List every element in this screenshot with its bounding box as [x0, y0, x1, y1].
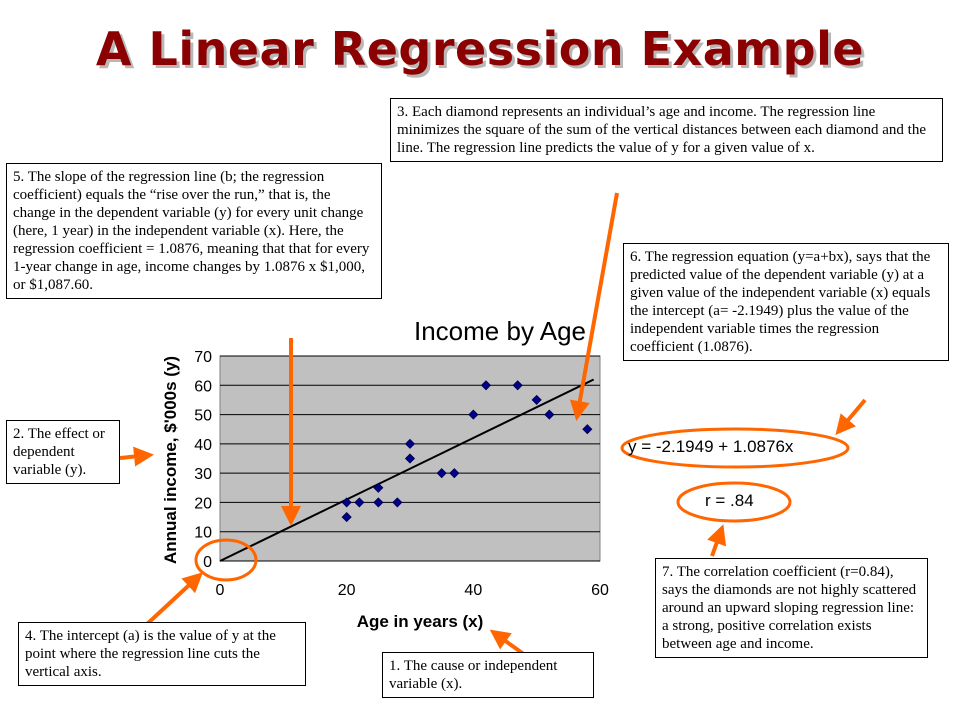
data-point [544, 409, 555, 420]
arrow-note1 [489, 629, 527, 657]
data-points [341, 380, 593, 523]
x-tick-label: 60 [591, 582, 609, 599]
intercept-ellipse [194, 538, 258, 582]
y-tick-label: 60 [194, 378, 212, 395]
data-point [341, 512, 352, 523]
note-7: 7. The correlation coefficient (r=0.84),… [655, 558, 928, 658]
note-6: 6. The regression equation (y=a+bx), say… [623, 243, 949, 361]
grid-lines [220, 355, 600, 562]
regression-equation: y = -2.1949 + 1.0876x [628, 437, 794, 456]
y-tick-labels: 0 10 20 30 40 50 60 70 [194, 349, 212, 571]
y-tick-label: 10 [194, 525, 212, 542]
note-3: 3. Each diamond represents an individual… [390, 98, 943, 162]
data-point [404, 438, 416, 449]
data-point [512, 380, 523, 391]
x-tick-label: 20 [338, 582, 356, 599]
data-point [373, 482, 384, 493]
data-point [449, 468, 460, 479]
x-tick-labels: 0 20 40 60 [216, 582, 609, 599]
arrow-note4 [144, 572, 203, 627]
correlation-coefficient: r = .84 [705, 491, 754, 510]
data-point [582, 424, 593, 435]
regression-line [219, 378, 595, 562]
y-tick-label: 0 [203, 554, 212, 571]
data-point [373, 497, 384, 508]
data-point [354, 497, 365, 508]
data-point [480, 380, 492, 391]
y-tick-label: 30 [194, 466, 212, 483]
chart-title: Income by Age [414, 316, 586, 346]
data-point [341, 497, 352, 508]
y-tick-label: 70 [194, 349, 212, 366]
data-point [436, 468, 447, 479]
y-axis-label: Annual income, $'000s (y) [161, 356, 180, 564]
arrow-note3 [569, 192, 619, 421]
data-point [531, 394, 542, 405]
note-5: 5. The slope of the regression line (b; … [6, 163, 382, 299]
arrow-note7 [707, 524, 727, 557]
correlation-ellipse [676, 481, 792, 523]
note-1: 1. The cause or independent variable (x)… [382, 652, 594, 698]
data-point [468, 409, 479, 420]
x-axis-label: Age in years (x) [357, 612, 484, 631]
x-tick-label: 40 [464, 582, 482, 599]
y-tick-label: 50 [194, 408, 212, 425]
data-point [404, 453, 416, 464]
y-tick-label: 40 [194, 437, 212, 454]
x-tick-label: 0 [216, 582, 225, 599]
equation-ellipse [620, 427, 850, 469]
y-tick-label: 20 [194, 495, 212, 512]
data-point [392, 497, 403, 508]
arrow-note6 [835, 398, 867, 436]
note-2: 2. The effect or dependent variable (y). [6, 420, 120, 484]
page-title: A Linear Regression Example [95, 22, 865, 76]
arrow-note2 [119, 446, 154, 467]
note-4: 4. The intercept (a) is the value of y a… [18, 622, 306, 686]
